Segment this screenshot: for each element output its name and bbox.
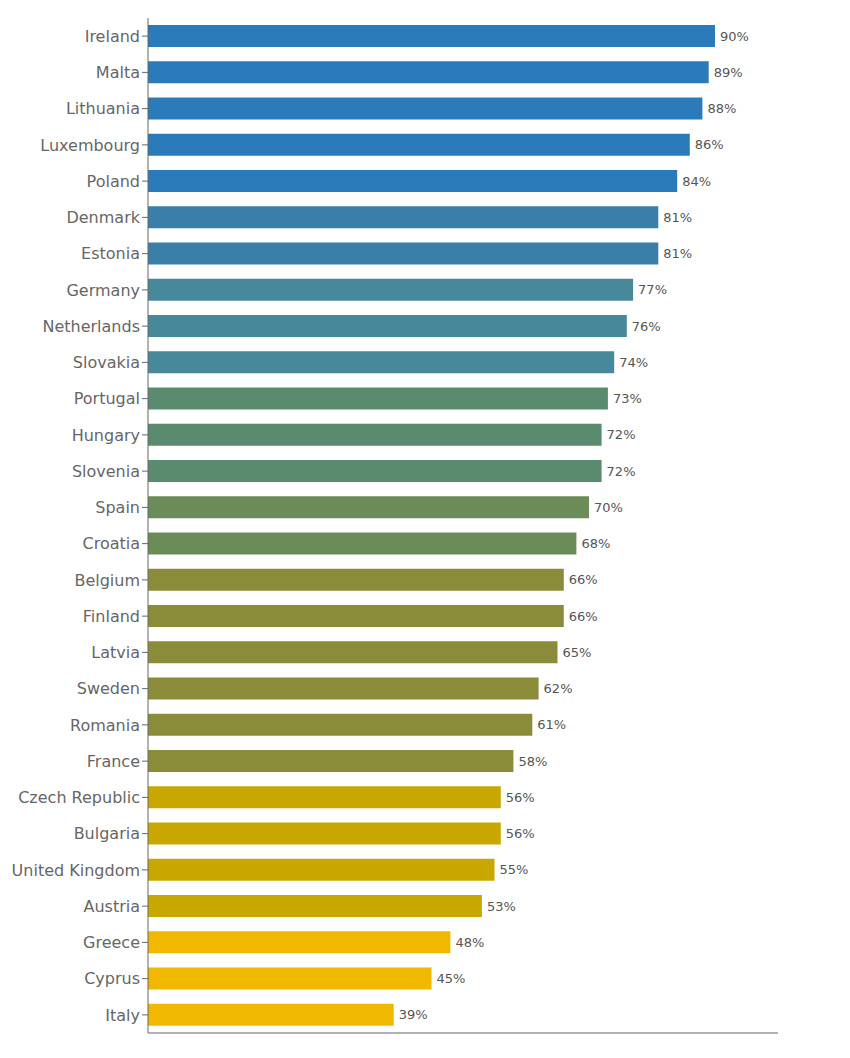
svg-text:81%: 81% <box>663 246 692 261</box>
svg-text:56%: 56% <box>506 826 535 841</box>
svg-text:United Kingdom: United Kingdom <box>12 861 140 880</box>
svg-text:Netherlands: Netherlands <box>42 317 140 336</box>
svg-text:76%: 76% <box>632 319 661 334</box>
svg-text:Romania: Romania <box>70 716 140 735</box>
svg-text:Sweden: Sweden <box>77 679 140 698</box>
svg-text:62%: 62% <box>544 681 573 696</box>
svg-text:89%: 89% <box>714 65 743 80</box>
svg-text:Slovenia: Slovenia <box>72 462 140 481</box>
svg-text:Spain: Spain <box>95 498 140 517</box>
svg-text:Croatia: Croatia <box>82 534 140 553</box>
svg-text:74%: 74% <box>619 355 648 370</box>
svg-text:Hungary: Hungary <box>72 426 140 445</box>
svg-text:86%: 86% <box>695 137 724 152</box>
svg-text:72%: 72% <box>607 427 636 442</box>
svg-text:45%: 45% <box>437 971 466 986</box>
svg-text:88%: 88% <box>707 101 736 116</box>
svg-text:90%: 90% <box>720 29 749 44</box>
svg-text:39%: 39% <box>399 1007 428 1022</box>
svg-text:73%: 73% <box>613 391 642 406</box>
svg-text:77%: 77% <box>638 282 667 297</box>
svg-text:Cyprus: Cyprus <box>84 969 140 988</box>
svg-text:56%: 56% <box>506 790 535 805</box>
svg-text:Luxembourg: Luxembourg <box>40 136 140 155</box>
svg-text:58%: 58% <box>518 754 547 769</box>
svg-text:Bulgaria: Bulgaria <box>74 824 140 843</box>
svg-text:Germany: Germany <box>66 281 140 300</box>
svg-text:66%: 66% <box>569 572 598 587</box>
svg-text:55%: 55% <box>500 862 529 877</box>
svg-text:Czech Republic: Czech Republic <box>18 788 140 807</box>
svg-text:81%: 81% <box>663 210 692 225</box>
svg-text:Slovakia: Slovakia <box>73 353 140 372</box>
svg-text:68%: 68% <box>581 536 610 551</box>
svg-text:Portugal: Portugal <box>74 389 140 408</box>
svg-text:70%: 70% <box>594 500 623 515</box>
svg-text:Finland: Finland <box>83 607 140 626</box>
svg-text:Italy: Italy <box>105 1006 140 1025</box>
svg-text:53%: 53% <box>487 899 516 914</box>
svg-text:Poland: Poland <box>87 172 140 191</box>
svg-text:France: France <box>87 752 140 771</box>
svg-text:65%: 65% <box>563 645 592 660</box>
svg-text:Latvia: Latvia <box>91 643 140 662</box>
svg-text:Greece: Greece <box>83 933 140 952</box>
svg-text:Austria: Austria <box>83 897 140 916</box>
svg-text:Estonia: Estonia <box>81 244 140 263</box>
svg-text:66%: 66% <box>569 609 598 624</box>
svg-text:Malta: Malta <box>96 63 140 82</box>
svg-text:84%: 84% <box>682 174 711 189</box>
svg-text:72%: 72% <box>607 464 636 479</box>
svg-text:Denmark: Denmark <box>66 208 140 227</box>
svg-text:61%: 61% <box>537 717 566 732</box>
svg-text:Belgium: Belgium <box>74 571 140 590</box>
svg-text:Ireland: Ireland <box>85 27 140 46</box>
svg-text:Lithuania: Lithuania <box>66 99 140 118</box>
svg-text:48%: 48% <box>455 935 484 950</box>
